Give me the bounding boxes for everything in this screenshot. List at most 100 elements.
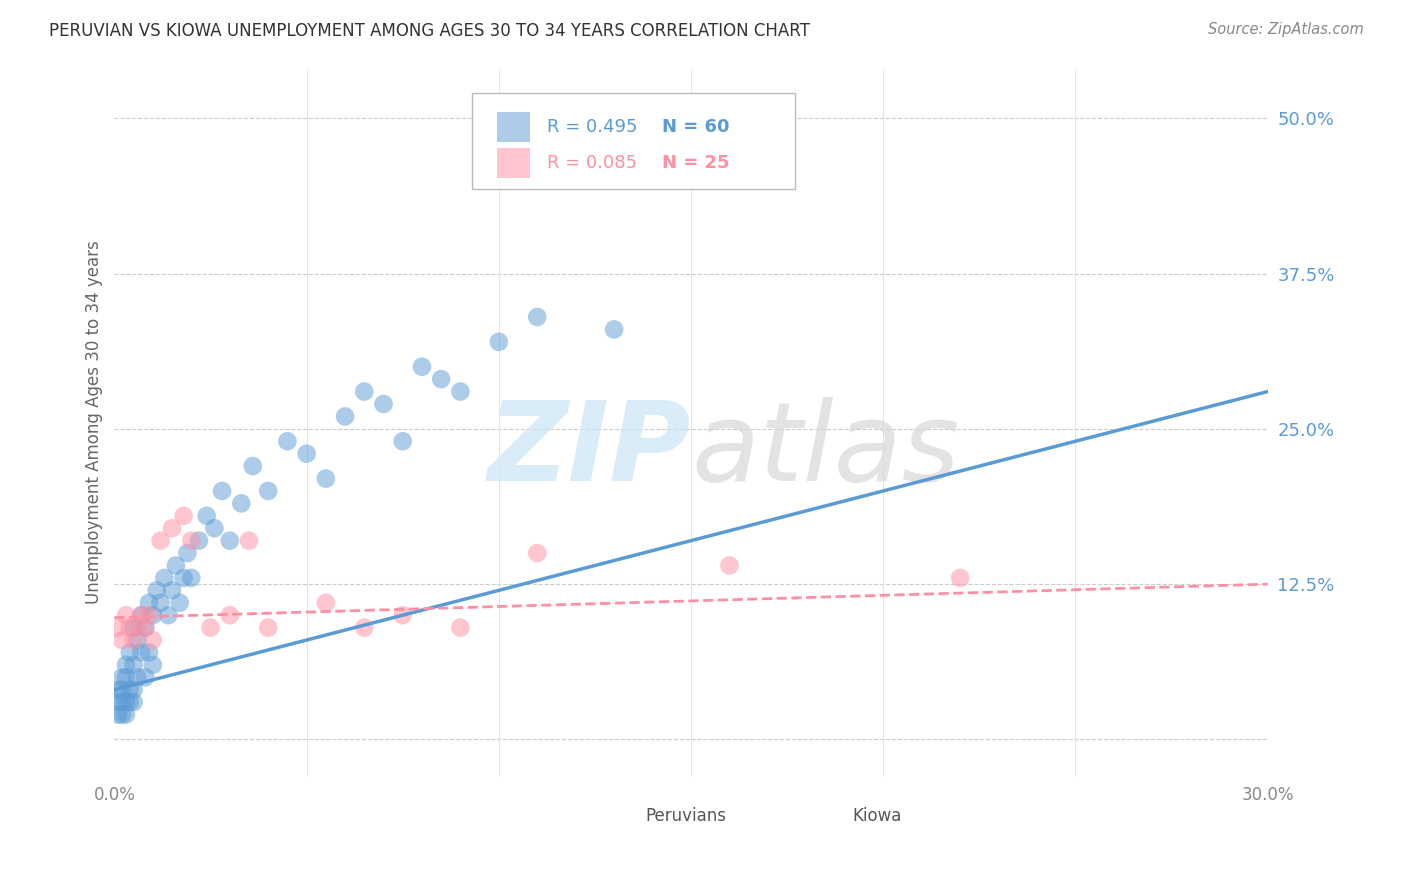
Text: Peruvians: Peruvians	[645, 806, 725, 824]
Point	[202, 521, 225, 535]
Text: N = 60: N = 60	[662, 119, 730, 136]
Point	[115, 670, 138, 684]
Point	[173, 508, 195, 523]
Bar	[599, 805, 636, 829]
Point	[138, 645, 160, 659]
Text: R = 0.085: R = 0.085	[547, 153, 637, 171]
Point	[149, 596, 172, 610]
Point	[449, 621, 471, 635]
Point	[188, 533, 211, 548]
Point	[333, 409, 356, 424]
Point	[526, 546, 548, 560]
Point	[115, 707, 138, 722]
Point	[949, 571, 972, 585]
Point	[111, 707, 134, 722]
Point	[122, 633, 145, 648]
Point	[211, 483, 233, 498]
Point	[111, 633, 134, 648]
Text: atlas: atlas	[690, 398, 960, 505]
Text: ZIP: ZIP	[488, 398, 690, 505]
Point	[295, 447, 318, 461]
Point	[218, 608, 240, 623]
Point	[315, 471, 337, 485]
Point	[127, 621, 149, 635]
Point	[138, 608, 160, 623]
Point	[411, 359, 433, 374]
Point	[142, 608, 165, 623]
Point	[107, 621, 129, 635]
Point	[160, 583, 183, 598]
Point	[242, 459, 264, 474]
Bar	[498, 148, 530, 178]
Text: Source: ZipAtlas.com: Source: ZipAtlas.com	[1208, 22, 1364, 37]
Y-axis label: Unemployment Among Ages 30 to 34 years: Unemployment Among Ages 30 to 34 years	[86, 241, 103, 605]
Point	[142, 633, 165, 648]
Point	[131, 608, 153, 623]
Point	[134, 621, 156, 635]
Bar	[498, 112, 530, 142]
Point	[118, 621, 141, 635]
Text: PERUVIAN VS KIOWA UNEMPLOYMENT AMONG AGES 30 TO 34 YEARS CORRELATION CHART: PERUVIAN VS KIOWA UNEMPLOYMENT AMONG AGE…	[49, 22, 810, 40]
Point	[111, 670, 134, 684]
Point	[149, 533, 172, 548]
Point	[173, 571, 195, 585]
Point	[111, 695, 134, 709]
Point	[118, 645, 141, 659]
Point	[153, 571, 176, 585]
Point	[142, 657, 165, 672]
FancyBboxPatch shape	[472, 94, 794, 189]
Point	[180, 533, 202, 548]
Point	[115, 608, 138, 623]
Point	[430, 372, 453, 386]
Text: Kiowa: Kiowa	[852, 806, 901, 824]
Text: N = 25: N = 25	[662, 153, 730, 171]
Point	[718, 558, 741, 573]
Point	[391, 434, 413, 449]
Point	[107, 707, 129, 722]
Point	[122, 657, 145, 672]
Point	[756, 161, 779, 175]
Point	[257, 621, 280, 635]
Point	[200, 621, 222, 635]
Point	[176, 546, 198, 560]
Point	[122, 695, 145, 709]
Point	[118, 682, 141, 697]
Point	[603, 322, 626, 336]
Point	[238, 533, 260, 548]
Point	[353, 621, 375, 635]
Point	[195, 508, 218, 523]
Point	[127, 670, 149, 684]
Point	[131, 608, 153, 623]
Point	[134, 670, 156, 684]
Point	[131, 645, 153, 659]
Point	[107, 682, 129, 697]
Point	[118, 695, 141, 709]
Point	[315, 596, 337, 610]
Point	[160, 521, 183, 535]
Point	[526, 310, 548, 324]
Point	[157, 608, 180, 623]
Point	[276, 434, 298, 449]
Point	[115, 695, 138, 709]
Point	[115, 657, 138, 672]
Point	[391, 608, 413, 623]
Point	[145, 583, 167, 598]
Point	[449, 384, 471, 399]
Point	[488, 334, 510, 349]
Point	[373, 397, 395, 411]
Point	[165, 558, 187, 573]
Point	[180, 571, 202, 585]
Point	[122, 621, 145, 635]
Point	[218, 533, 240, 548]
Point	[134, 621, 156, 635]
Text: R = 0.495: R = 0.495	[547, 119, 637, 136]
Bar	[807, 805, 844, 829]
Point	[353, 384, 375, 399]
Point	[111, 682, 134, 697]
Point	[169, 596, 191, 610]
Point	[127, 633, 149, 648]
Point	[122, 682, 145, 697]
Point	[257, 483, 280, 498]
Point	[138, 596, 160, 610]
Point	[231, 496, 253, 510]
